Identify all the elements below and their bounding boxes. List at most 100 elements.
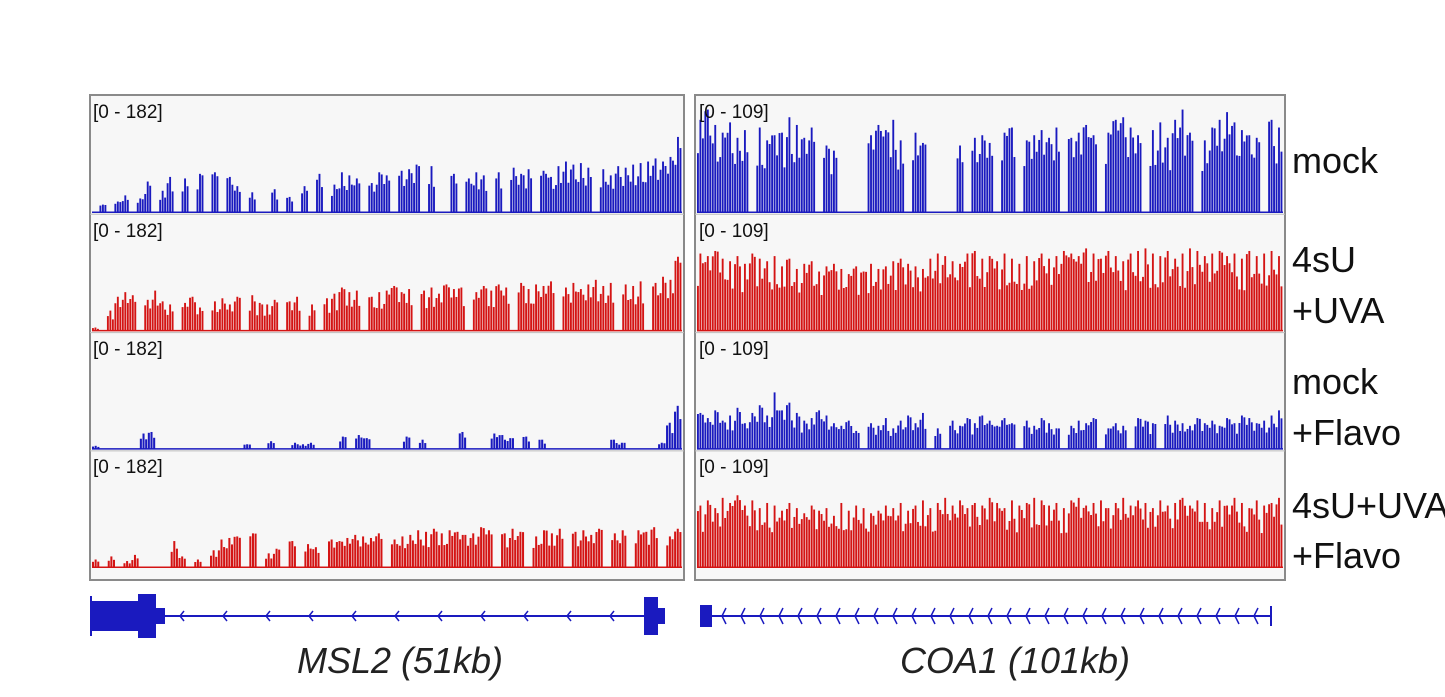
coverage-bar xyxy=(1154,284,1157,331)
coverage-bar xyxy=(304,445,307,449)
coverage-bar xyxy=(741,423,744,449)
coverage-bar xyxy=(276,302,279,331)
coverage-bar xyxy=(124,195,127,213)
coverage-bar xyxy=(94,445,97,449)
coverage-bar xyxy=(1104,434,1107,449)
coa1-strand-arrow xyxy=(1139,607,1145,625)
coverage-bar xyxy=(540,296,542,331)
coverage-bar xyxy=(477,536,480,568)
coverage-bar xyxy=(647,544,650,568)
coverage-bar xyxy=(383,184,386,213)
coverage-bar xyxy=(333,293,336,331)
coverage-bar xyxy=(931,278,934,331)
coverage-bar xyxy=(1104,508,1107,568)
coverage-bar xyxy=(340,172,343,213)
coverage-bar xyxy=(939,509,942,568)
coverage-bar xyxy=(1053,267,1055,331)
coverage-bar xyxy=(430,534,433,568)
coverage-bar xyxy=(248,444,251,449)
coverage-bar xyxy=(228,176,231,213)
coverage-bar xyxy=(642,532,645,568)
coverage-bar xyxy=(511,528,514,568)
coverage-bar xyxy=(1109,528,1112,568)
coverage-bar xyxy=(884,418,887,449)
coverage-bar xyxy=(644,182,647,213)
coverage-bar xyxy=(1025,420,1028,449)
coverage-bar xyxy=(330,195,333,213)
coverage-bar xyxy=(798,416,801,449)
coverage-bar xyxy=(776,521,778,568)
coverage-bar xyxy=(1263,253,1266,331)
coverage-bar xyxy=(996,425,999,449)
coverage-bar xyxy=(1273,146,1275,213)
coverage-bar xyxy=(748,263,751,331)
coverage-bar xyxy=(530,303,533,331)
coverage-bar xyxy=(959,263,961,331)
coverage-bar xyxy=(355,290,358,331)
coverage-bar xyxy=(1243,526,1246,568)
coverage-bar xyxy=(228,537,231,568)
coverage-bar xyxy=(447,287,450,331)
coverage-bar xyxy=(97,446,100,449)
coverage-bar xyxy=(1065,255,1068,331)
coverage-bar xyxy=(343,545,346,568)
coverage-bar xyxy=(1166,137,1169,213)
coverage-bar xyxy=(1203,140,1206,213)
coverage-bar xyxy=(424,443,427,449)
coverage-bar xyxy=(364,542,367,568)
coverage-bar xyxy=(944,256,947,331)
coverage-bar xyxy=(731,288,734,331)
coverage-bar xyxy=(1213,424,1216,449)
coverage-bar xyxy=(870,263,872,331)
coa1-strand-arrow xyxy=(892,607,898,625)
coa1-strand-arrow xyxy=(1025,607,1031,625)
coverage-bar xyxy=(1255,500,1258,568)
coverage-bar xyxy=(1206,263,1209,331)
coverage-bar xyxy=(642,181,645,213)
coverage-bar xyxy=(1233,253,1236,331)
coverage-bar xyxy=(584,300,587,331)
coverage-bar xyxy=(1050,429,1053,449)
coverage-bar xyxy=(1201,170,1204,213)
coverage-bar xyxy=(1181,497,1184,568)
coverage-bar xyxy=(768,282,771,331)
coverage-bar xyxy=(592,287,595,331)
coverage-bar xyxy=(527,289,530,331)
coverage-bar xyxy=(582,177,585,213)
coverage-bar xyxy=(558,528,561,568)
coa1-strand-arrow xyxy=(1234,607,1240,625)
coverage-bar xyxy=(1114,423,1117,449)
coverage-bar xyxy=(356,540,359,568)
coverage-bar xyxy=(453,532,456,568)
coverage-bar xyxy=(1198,264,1201,331)
coverage-bar xyxy=(657,179,659,213)
coverage-bar xyxy=(761,278,764,331)
coverage-bar xyxy=(1058,274,1060,331)
coverage-bar xyxy=(842,530,845,568)
coverage-bar xyxy=(1196,250,1199,331)
coa1-strand-arrow xyxy=(1253,607,1259,625)
coverage-bar xyxy=(1080,263,1083,331)
coverage-bar xyxy=(805,423,808,449)
coa1-strand-arrow xyxy=(1044,607,1050,625)
coverage-bar xyxy=(501,534,504,568)
coverage-bar xyxy=(1095,513,1097,568)
coverage-bar xyxy=(637,296,640,331)
coverage-bar xyxy=(261,304,264,331)
coverage-bar xyxy=(877,268,880,331)
coverage-bar xyxy=(464,534,467,568)
coverage-bar xyxy=(569,302,572,331)
coverage-bar xyxy=(788,502,791,568)
coverage-bar xyxy=(1151,253,1154,331)
coverage-bar xyxy=(1174,502,1177,568)
coverage-bar xyxy=(422,545,425,568)
coverage-bar xyxy=(1018,505,1021,568)
coverage-bar xyxy=(1193,424,1196,449)
coverage-bar xyxy=(574,179,577,213)
coverage-bar xyxy=(1270,119,1273,213)
coverage-bar xyxy=(159,199,162,213)
coverage-bar xyxy=(1260,533,1263,568)
coverage-bar xyxy=(835,271,838,331)
coverage-bar xyxy=(1050,520,1053,568)
coverage-bar xyxy=(897,262,900,331)
